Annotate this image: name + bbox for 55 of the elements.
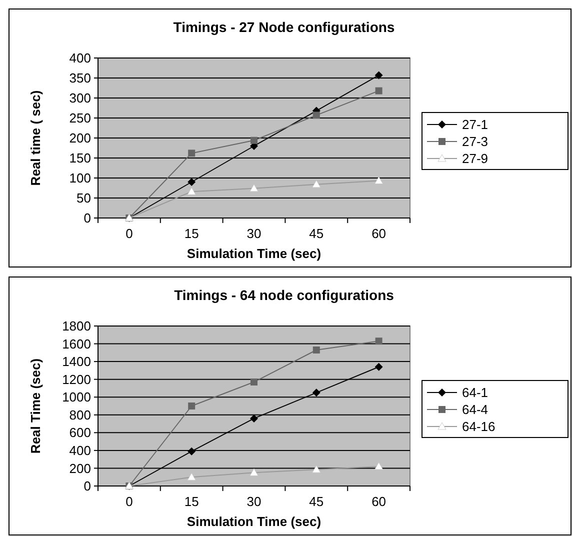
y-tick-label: 150 [69,150,91,166]
legend-label: 64-16 [462,419,496,434]
point [250,378,258,386]
x-tick-label: 15 [184,494,199,509]
x-tick-label: 30 [246,226,262,241]
y-tick-label: 50 [76,190,91,206]
point [312,346,320,354]
y-tick-label: 1000 [62,390,91,405]
y-tick-label: 400 [69,442,91,458]
point [250,414,258,422]
point [188,150,196,157]
y-tick-label: 1200 [62,372,91,387]
y-tick-label: 0 [84,210,91,226]
point [374,71,383,80]
legend-label: 27-9 [462,151,488,166]
x-axis-title: Simulation Time (sec) [186,246,322,261]
legend-label: 27-3 [462,134,488,150]
y-axis-title: Real time ( sec) [28,90,43,186]
legend-label: 27-1 [462,117,488,132]
x-axis-title: Simulation Time (sec) [186,514,322,529]
point [312,112,320,119]
y-tick-label: 600 [69,425,91,440]
y-tick-label: 350 [69,70,91,86]
point [250,136,258,144]
y-tick-label: 1800 [62,318,91,334]
point [188,447,196,456]
x-tick-label: 15 [184,226,199,241]
chart-title: Timings - 64 node configurations [174,287,394,303]
y-tick-label: 800 [69,407,91,422]
y-tick-label: 200 [69,460,91,476]
point [188,178,196,186]
point [374,362,383,371]
y-tick-label: 400 [69,50,91,66]
x-tick-label: 45 [309,494,324,509]
x-tick-label: 0 [126,494,133,509]
point [375,87,382,94]
x-tick-label: 60 [372,226,386,241]
y-tick-label: 200 [69,130,91,146]
y-axis-title: Real Time (sec) [28,358,43,454]
legend-label: 64-1 [462,385,488,400]
x-tick-label: 45 [309,226,324,241]
y-tick-label: 1400 [62,354,91,370]
y-tick-label: 300 [69,90,91,106]
chart-title: Timings - 27 Node configurations [173,19,395,35]
legend-label: 64-4 [462,402,488,418]
x-tick-label: 30 [246,494,262,509]
y-tick-label: 0 [84,478,91,494]
point [375,338,382,345]
y-tick-label: 1600 [62,336,91,352]
point [312,388,320,397]
x-tick-label: 0 [126,226,133,241]
point [188,402,196,410]
y-tick-label: 250 [69,110,91,126]
x-tick-label: 60 [372,494,386,509]
y-tick-label: 100 [69,170,91,186]
